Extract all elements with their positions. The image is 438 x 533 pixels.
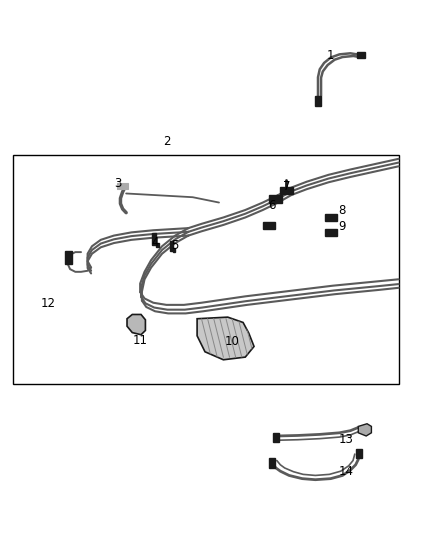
Bar (13, 155, 399, 384)
Bar (325, 214, 337, 221)
Bar (356, 449, 362, 458)
Bar (173, 248, 175, 252)
Bar (325, 229, 337, 236)
Text: 6: 6 (268, 199, 276, 212)
Text: 12: 12 (41, 297, 56, 310)
Text: 2: 2 (162, 135, 170, 148)
Polygon shape (197, 317, 254, 360)
Bar (280, 187, 293, 194)
Bar (269, 195, 282, 203)
Text: 9: 9 (338, 220, 346, 233)
Text: 1: 1 (327, 50, 335, 62)
Bar (269, 458, 275, 468)
Bar (156, 243, 159, 247)
Text: 11: 11 (133, 334, 148, 346)
Text: 3: 3 (115, 177, 122, 190)
Bar (357, 52, 365, 58)
Text: 13: 13 (339, 433, 353, 446)
Bar (263, 222, 275, 229)
Text: 8: 8 (338, 204, 345, 217)
Text: 5: 5 (172, 239, 179, 252)
Text: 10: 10 (225, 335, 240, 348)
Text: 4: 4 (152, 236, 159, 249)
Polygon shape (358, 424, 371, 436)
Polygon shape (127, 314, 145, 335)
Text: 14: 14 (339, 465, 353, 478)
Bar (273, 433, 279, 442)
Text: 7: 7 (283, 180, 291, 193)
Bar (65, 251, 72, 264)
Bar (117, 183, 128, 189)
Bar (315, 96, 321, 106)
Bar (152, 233, 156, 245)
Bar (170, 241, 173, 251)
